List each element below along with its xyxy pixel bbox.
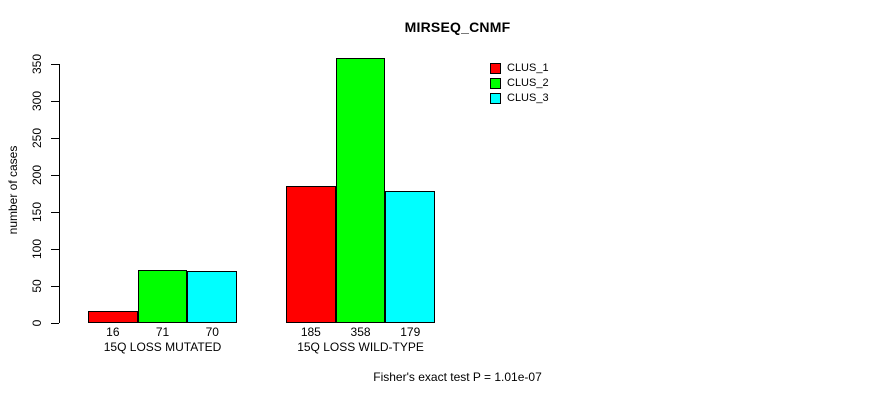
y-axis	[59, 64, 60, 323]
bar-clus_2-group1	[137, 270, 188, 323]
y-tick-mark	[51, 100, 59, 102]
legend-item: CLUS_2	[490, 76, 549, 91]
y-tick-mark	[51, 248, 59, 250]
y-axis-label: number of cases	[6, 145, 20, 235]
bar-clus_1-group1	[88, 311, 138, 323]
y-tick-label: 0	[30, 319, 44, 327]
bar-clus_3-group1	[187, 271, 238, 323]
y-tick-mark	[51, 322, 59, 324]
legend-item: CLUS_3	[490, 91, 549, 106]
legend: CLUS_1 CLUS_2 CLUS_3	[490, 61, 549, 106]
legend-swatch-clus_2	[490, 78, 501, 89]
legend-item: CLUS_1	[490, 61, 549, 76]
x-category-label: 15Q LOSS MUTATED	[103, 340, 222, 354]
annotation-text: Fisher's exact test P = 1.01e-07	[373, 370, 542, 384]
bar-value-label: 358	[350, 325, 371, 339]
y-tick-label: 200	[30, 164, 44, 186]
bar-clus_2-group2	[335, 58, 386, 323]
legend-swatch-clus_3	[490, 93, 501, 104]
x-category-label: 15Q LOSS WILD-TYPE	[297, 340, 424, 354]
y-tick-label: 50	[30, 279, 44, 293]
y-tick-label: 250	[30, 127, 44, 149]
y-tick-label: 150	[30, 201, 44, 223]
legend-swatch-clus_1	[490, 63, 501, 74]
bar-clus_1-group2	[286, 186, 336, 323]
legend-label: CLUS_3	[507, 92, 549, 104]
bar-clus_3-group2	[385, 190, 436, 323]
bar-value-label: 179	[400, 325, 421, 339]
y-tick-mark	[51, 285, 59, 287]
y-tick-label: 300	[30, 90, 44, 112]
bar-value-label: 16	[106, 325, 120, 339]
chart-title: MIRSEQ_CNMF	[404, 19, 511, 35]
y-tick-mark	[51, 63, 59, 65]
bar-value-label: 70	[205, 325, 219, 339]
y-tick-mark	[51, 174, 59, 176]
y-tick-mark	[51, 137, 59, 139]
y-tick-label: 100	[30, 238, 44, 260]
bar-value-label: 71	[155, 325, 170, 339]
y-tick-label: 350	[30, 53, 44, 75]
legend-label: CLUS_1	[507, 62, 549, 74]
legend-label: CLUS_2	[507, 77, 549, 89]
y-tick-mark	[51, 211, 59, 213]
bar-value-label: 185	[300, 325, 321, 339]
